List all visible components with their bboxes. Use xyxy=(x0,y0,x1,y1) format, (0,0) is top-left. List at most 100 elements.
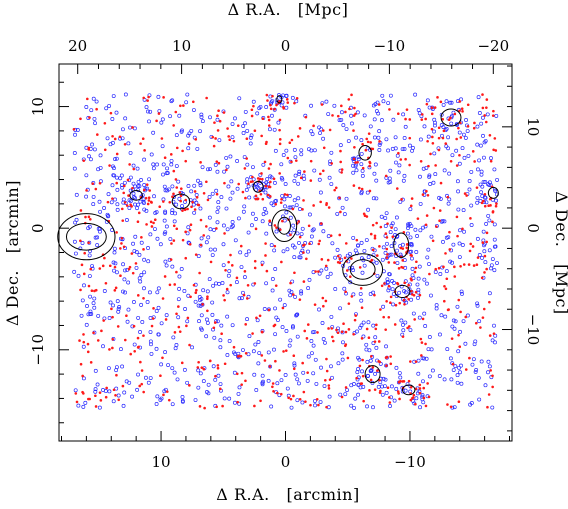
blue-galaxy-point xyxy=(309,148,314,153)
red-galaxy-point xyxy=(437,148,441,152)
blue-galaxy-point xyxy=(492,222,497,227)
red-galaxy-point xyxy=(74,392,78,395)
blue-galaxy-point xyxy=(243,121,247,126)
blue-galaxy-point xyxy=(282,303,287,308)
blue-galaxy-point xyxy=(375,100,380,105)
red-galaxy-point xyxy=(373,236,377,240)
blue-galaxy-point xyxy=(387,176,392,181)
blue-galaxy-point xyxy=(96,167,101,172)
red-galaxy-point xyxy=(109,111,113,115)
red-galaxy-point xyxy=(194,291,198,294)
red-galaxy-point xyxy=(396,390,400,393)
blue-galaxy-point xyxy=(196,385,201,390)
red-galaxy-point xyxy=(395,187,399,190)
red-galaxy-point xyxy=(367,336,371,340)
red-galaxy-point xyxy=(374,327,378,331)
blue-galaxy-point xyxy=(399,318,404,323)
right-tick-label: 10 xyxy=(524,117,542,136)
blue-galaxy-point xyxy=(425,98,430,103)
blue-galaxy-point xyxy=(120,127,125,132)
red-galaxy-point xyxy=(224,268,227,272)
red-galaxy-point xyxy=(194,138,198,141)
red-galaxy-point xyxy=(193,190,197,193)
blue-galaxy-point xyxy=(192,210,197,215)
blue-galaxy-point xyxy=(269,243,274,248)
red-galaxy-point xyxy=(371,223,375,227)
blue-galaxy-point xyxy=(97,199,102,204)
red-galaxy-point xyxy=(286,193,289,197)
blue-galaxy-point xyxy=(409,297,414,302)
red-galaxy-point xyxy=(386,386,390,390)
red-galaxy-point xyxy=(278,369,281,372)
red-galaxy-point xyxy=(287,396,290,400)
blue-galaxy-point xyxy=(244,187,249,192)
red-galaxy-point xyxy=(212,144,216,148)
blue-galaxy-point xyxy=(252,372,257,377)
blue-galaxy-point xyxy=(442,219,447,224)
red-galaxy-point xyxy=(232,139,236,143)
red-galaxy-point xyxy=(401,266,405,269)
blue-galaxy-point xyxy=(389,384,394,389)
red-galaxy-point xyxy=(89,267,93,271)
blue-galaxy-point xyxy=(470,362,475,367)
blue-galaxy-point xyxy=(458,228,462,233)
blue-galaxy-point xyxy=(487,364,492,369)
blue-galaxy-point xyxy=(492,268,497,273)
blue-galaxy-point xyxy=(274,315,279,320)
blue-galaxy-point xyxy=(218,382,223,386)
blue-galaxy-point xyxy=(266,350,271,355)
red-galaxy-point xyxy=(483,114,486,117)
blue-galaxy-point xyxy=(72,166,77,171)
blue-galaxy-point xyxy=(335,247,340,252)
blue-galaxy-point xyxy=(444,144,449,149)
blue-galaxy-point xyxy=(149,152,154,157)
red-galaxy-point xyxy=(203,406,206,410)
red-galaxy-point xyxy=(409,277,413,280)
blue-galaxy-point xyxy=(386,101,391,105)
blue-galaxy-point xyxy=(482,243,486,248)
blue-galaxy-point xyxy=(246,230,251,235)
red-galaxy-point xyxy=(451,362,455,366)
blue-galaxy-point xyxy=(388,93,393,98)
blue-galaxy-point xyxy=(457,255,462,260)
red-galaxy-point xyxy=(108,348,111,351)
red-galaxy-point xyxy=(260,354,264,357)
blue-galaxy-point xyxy=(440,218,445,223)
blue-galaxy-point xyxy=(295,231,300,236)
blue-galaxy-point xyxy=(299,232,304,236)
red-galaxy-point xyxy=(317,403,320,407)
blue-galaxy-point xyxy=(400,322,405,327)
red-galaxy-point xyxy=(229,283,232,287)
blue-galaxy-point xyxy=(254,388,259,392)
red-galaxy-point xyxy=(430,127,434,131)
blue-galaxy-point xyxy=(424,356,429,361)
blue-galaxy-point xyxy=(114,110,119,115)
blue-galaxy-point xyxy=(444,126,449,131)
red-galaxy-point xyxy=(327,327,330,330)
red-galaxy-point xyxy=(385,256,389,259)
red-galaxy-point xyxy=(329,234,333,237)
red-galaxy-point xyxy=(481,316,485,319)
blue-galaxy-point xyxy=(358,385,363,390)
blue-galaxy-point xyxy=(116,306,121,311)
blue-galaxy-point xyxy=(346,139,351,143)
blue-galaxy-point xyxy=(483,383,488,388)
red-galaxy-point xyxy=(355,238,359,242)
red-galaxy-point xyxy=(456,234,459,238)
blue-galaxy-point xyxy=(377,148,382,152)
red-galaxy-point xyxy=(202,191,206,195)
left-axis-label: Δ Dec. [arcmin] xyxy=(3,180,22,326)
blue-galaxy-point xyxy=(269,404,274,409)
blue-galaxy-point xyxy=(281,153,286,157)
red-galaxy-point xyxy=(161,356,164,360)
blue-galaxy-point xyxy=(268,174,273,179)
red-galaxy-point xyxy=(121,219,125,222)
blue-galaxy-point xyxy=(170,184,175,189)
blue-galaxy-point xyxy=(273,306,278,311)
red-galaxy-point xyxy=(468,356,471,360)
blue-galaxy-point xyxy=(380,392,385,397)
blue-galaxy-point xyxy=(74,192,79,197)
red-galaxy-point xyxy=(376,369,379,372)
blue-galaxy-point xyxy=(110,183,115,188)
